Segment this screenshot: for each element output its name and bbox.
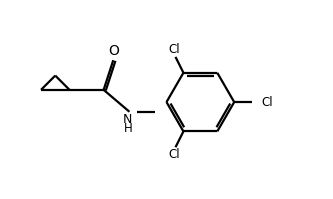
Text: O: O <box>108 44 119 58</box>
Text: Cl: Cl <box>168 43 180 56</box>
Text: H: H <box>124 122 132 135</box>
Text: Cl: Cl <box>168 148 180 161</box>
Text: N: N <box>123 113 133 126</box>
Text: Cl: Cl <box>261 96 273 109</box>
